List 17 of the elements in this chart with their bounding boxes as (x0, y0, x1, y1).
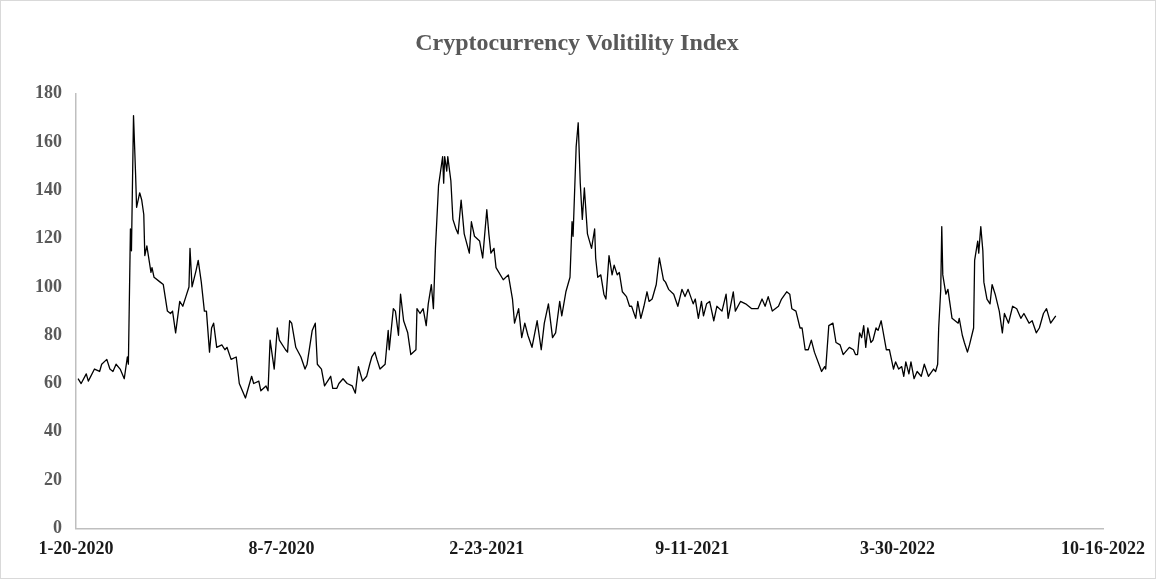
y-tick-label: 20 (44, 468, 62, 489)
x-tick-label: 2-23-2021 (449, 537, 525, 558)
y-tick-label: 180 (35, 82, 62, 103)
y-tick-label: 100 (35, 275, 62, 296)
y-tick-label: 0 (53, 517, 62, 538)
y-tick-label: 80 (44, 323, 62, 344)
y-tick-label: 60 (44, 372, 62, 393)
y-tick-label: 140 (35, 179, 62, 200)
y-tick-label: 120 (35, 227, 62, 248)
x-tick-label: 1-20-2020 (38, 537, 114, 558)
x-tick-label: 10-16-2022 (1061, 537, 1146, 558)
chart-title: Cryptocurrency Volitility Index (415, 28, 739, 55)
x-tick-label: 9-11-2021 (655, 537, 730, 558)
y-tick-label: 40 (44, 420, 62, 441)
x-tick-label: 8-7-2020 (248, 537, 315, 558)
y-tick-label: 160 (35, 130, 62, 151)
x-tick-label: 3-30-2022 (860, 537, 936, 558)
